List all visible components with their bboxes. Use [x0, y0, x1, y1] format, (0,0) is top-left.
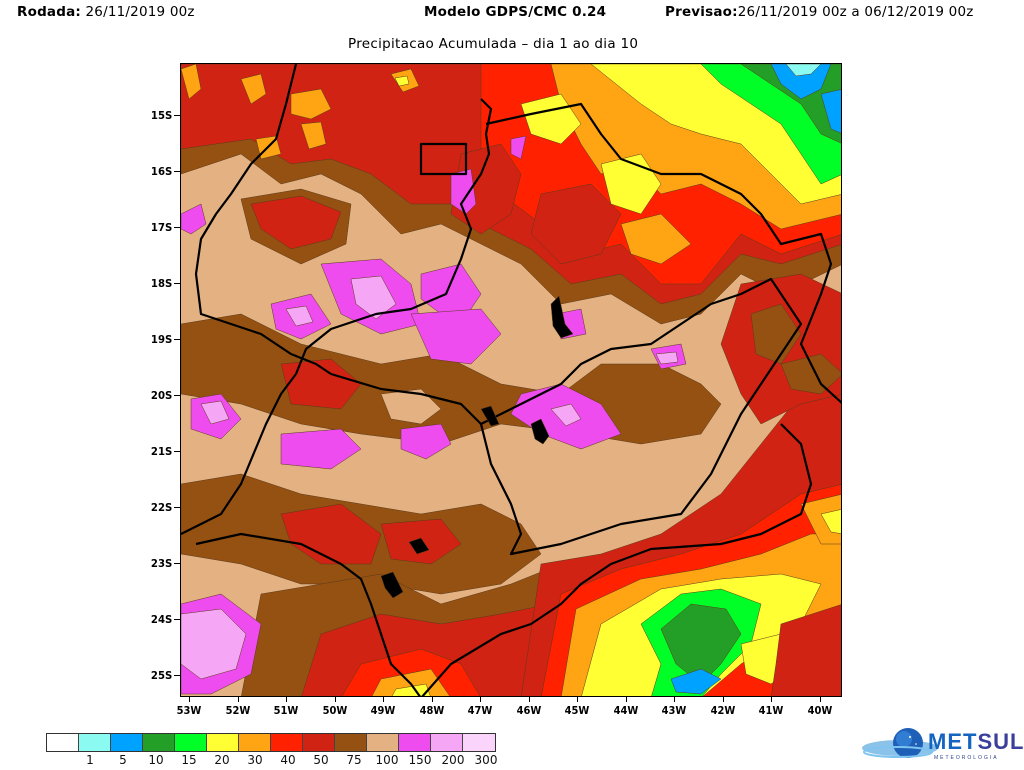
lat-tick — [174, 171, 180, 172]
lon-tick — [771, 697, 772, 702]
lon-label: 45W — [564, 704, 590, 717]
lon-label: 51W — [273, 704, 299, 717]
legend-label: 300 — [474, 753, 498, 767]
lat-label: 15S — [150, 109, 173, 122]
lon-tick — [286, 697, 287, 702]
legend-swatch — [335, 734, 367, 751]
forecast-label: Previsao: — [665, 4, 738, 20]
legend-label: 150 — [408, 753, 432, 767]
lat-label: 19S — [150, 333, 173, 346]
lat-tick — [174, 283, 180, 284]
legend-swatch — [463, 734, 495, 751]
legend-label: 40 — [280, 753, 296, 767]
precipitation-map — [180, 63, 842, 697]
legend-label: 200 — [441, 753, 465, 767]
metsul-logo: METSUL — [928, 729, 1024, 755]
lon-label: 50W — [322, 704, 348, 717]
legend-swatch — [143, 734, 175, 751]
lat-label: 21S — [150, 445, 173, 458]
lon-tick — [432, 697, 433, 702]
legend-swatch — [175, 734, 207, 751]
lat-label: 16S — [150, 165, 173, 178]
legend-label: 10 — [148, 753, 164, 767]
map-subtitle: Precipitacao Acumulada – dia 1 ao dia 10 — [348, 36, 639, 52]
metsul-globe-icon — [862, 728, 938, 758]
precipitation-contours — [181, 64, 841, 696]
lat-tick — [174, 451, 180, 452]
lat-tick — [174, 675, 180, 676]
lat-tick — [174, 339, 180, 340]
lon-label: 49W — [370, 704, 396, 717]
lon-tick — [383, 697, 384, 702]
legend-label: 15 — [181, 753, 197, 767]
legend-swatch — [399, 734, 431, 751]
run-value: 26/11/2019 00z — [85, 4, 195, 20]
lon-label: 42W — [710, 704, 736, 717]
lon-label: 53W — [176, 704, 202, 717]
legend-label: 30 — [247, 753, 263, 767]
logo-sul: SUL — [977, 729, 1024, 754]
lon-tick — [189, 697, 190, 702]
legend-swatch — [47, 734, 79, 751]
lon-tick — [674, 697, 675, 702]
legend-label: 20 — [214, 753, 230, 767]
lon-label: 44W — [613, 704, 639, 717]
lon-label: 48W — [419, 704, 445, 717]
lon-tick — [335, 697, 336, 702]
forecast-value: 26/11/2019 00z a 06/12/2019 00z — [737, 4, 974, 20]
lon-tick — [529, 697, 530, 702]
legend-swatch — [207, 734, 239, 751]
legend-label: 1 — [86, 753, 94, 767]
lat-label: 18S — [150, 277, 173, 290]
lat-tick — [174, 507, 180, 508]
lat-label: 17S — [150, 221, 173, 234]
run-date: Rodada: 26/11/2019 00z — [17, 4, 195, 20]
lat-label: 25S — [150, 669, 173, 682]
lat-tick — [174, 395, 180, 396]
logo-met: MET — [928, 729, 978, 754]
lon-tick — [723, 697, 724, 702]
lat-label: 23S — [150, 557, 173, 570]
legend-label: 5 — [119, 753, 127, 767]
legend-swatch — [303, 734, 335, 751]
legend-swatch — [367, 734, 399, 751]
lat-tick — [174, 619, 180, 620]
lat-label: 20S — [150, 389, 173, 402]
lat-tick — [174, 115, 180, 116]
legend-swatch — [239, 734, 271, 751]
legend-label: 100 — [375, 753, 399, 767]
legend-swatch — [431, 734, 463, 751]
lon-label: 41W — [758, 704, 784, 717]
lat-label: 22S — [150, 501, 173, 514]
logo-tagline: METEOROLOGIA — [934, 755, 999, 761]
lon-tick — [577, 697, 578, 702]
run-label: Rodada: — [17, 4, 82, 20]
legend-swatch — [271, 734, 303, 751]
lon-label: 47W — [467, 704, 493, 717]
lon-label: 46W — [516, 704, 542, 717]
legend-swatch — [111, 734, 143, 751]
lat-tick — [174, 563, 180, 564]
color-legend — [46, 733, 496, 752]
lon-label: 40W — [807, 704, 833, 717]
legend-label: 75 — [346, 753, 362, 767]
lon-tick — [480, 697, 481, 702]
lon-label: 43W — [661, 704, 687, 717]
lon-label: 52W — [225, 704, 251, 717]
legend-label: 50 — [313, 753, 329, 767]
model-title: Modelo GDPS/CMC 0.24 — [424, 4, 607, 20]
forecast-period: Previsao:26/11/2019 00z a 06/12/2019 00z — [665, 4, 974, 20]
lat-label: 24S — [150, 613, 173, 626]
lon-tick — [238, 697, 239, 702]
lon-tick — [626, 697, 627, 702]
lon-tick — [820, 697, 821, 702]
lat-tick — [174, 227, 180, 228]
legend-swatch — [79, 734, 111, 751]
